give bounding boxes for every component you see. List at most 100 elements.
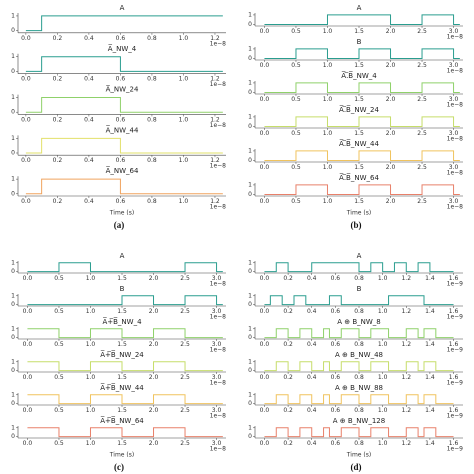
x-offset-label: 1e−8 bbox=[447, 102, 464, 109]
x-tick-label: 0.5 bbox=[291, 130, 301, 137]
x-tick-label: 0.8 bbox=[147, 116, 157, 123]
x-tick-label: 0.0 bbox=[260, 341, 270, 348]
subplot-title: A ⊕ B_NW_8 bbox=[337, 318, 381, 326]
x-tick-label: 0.0 bbox=[21, 198, 31, 205]
y-tick-label: 1 bbox=[11, 135, 15, 142]
waveform bbox=[264, 48, 460, 60]
x-tick-label: 2.0 bbox=[149, 407, 159, 414]
x-offset-label: 1e−8 bbox=[210, 413, 227, 420]
y-tick-label: 1 bbox=[11, 12, 15, 19]
x-tick-label: 0.0 bbox=[260, 440, 270, 447]
waveform bbox=[27, 394, 223, 405]
y-tick-label: 0 bbox=[11, 150, 15, 157]
x-tick-label: 0.5 bbox=[54, 374, 64, 381]
x-tick-label: 0.8 bbox=[354, 341, 364, 348]
x-tick-label: 0.0 bbox=[23, 275, 33, 282]
waveform bbox=[27, 361, 223, 372]
y-tick-label: 1 bbox=[11, 259, 15, 266]
waveform bbox=[25, 15, 223, 32]
x-tick-label: 1.0 bbox=[323, 28, 333, 35]
x-tick-label: 0.8 bbox=[354, 374, 364, 381]
y-tick-label: 0 bbox=[248, 367, 252, 374]
x-tick-label: 1.0 bbox=[323, 130, 333, 137]
x-tick-label: 0.6 bbox=[116, 198, 126, 205]
x-tick-label: 2.0 bbox=[386, 130, 396, 137]
x-tick-label: 0.4 bbox=[84, 76, 94, 83]
x-tick-label: 2.0 bbox=[149, 341, 159, 348]
x-tick-label: 1.2 bbox=[401, 440, 411, 447]
x-offset-label: 1e−9 bbox=[447, 413, 464, 420]
x-offset-label: 1e−8 bbox=[210, 446, 227, 453]
x-tick-label: 1.6 bbox=[449, 308, 459, 315]
y-tick-label: 0 bbox=[11, 334, 15, 341]
x-tick-label: 1.0 bbox=[378, 407, 388, 414]
panel-caption: (c) bbox=[114, 462, 124, 472]
x-tick-label: 0.8 bbox=[147, 198, 157, 205]
waveform bbox=[264, 295, 454, 306]
x-tick-label: 1.0 bbox=[86, 308, 96, 315]
x-tick-label: 1.0 bbox=[179, 157, 189, 164]
x-tick-label: 1.2 bbox=[401, 341, 411, 348]
x-tick-label: 1.2 bbox=[401, 374, 411, 381]
x-tick-label: 0.4 bbox=[84, 116, 94, 123]
subplot-title: A̅_NW_44 bbox=[106, 125, 139, 134]
x-tick-label: 0.4 bbox=[84, 35, 94, 42]
x-tick-label: 2.5 bbox=[417, 198, 427, 205]
x-tick-label: 1.0 bbox=[179, 76, 189, 83]
waveform bbox=[264, 184, 460, 196]
x-tick-label: 3.0 bbox=[449, 28, 459, 35]
x-tick-label: 1.2 bbox=[210, 116, 220, 123]
y-tick-label: 0 bbox=[11, 367, 15, 374]
x-tick-label: 0.5 bbox=[54, 275, 64, 282]
y-tick-label: 0 bbox=[248, 55, 252, 62]
subplot-title: B bbox=[357, 285, 362, 293]
y-tick-label: 1 bbox=[248, 147, 252, 154]
y-tick-label: 1 bbox=[11, 292, 15, 299]
x-tick-label: 0.8 bbox=[147, 157, 157, 164]
x-tick-label: 0.6 bbox=[331, 407, 341, 414]
x-tick-label: 2.5 bbox=[180, 341, 190, 348]
x-tick-label: 1.0 bbox=[323, 198, 333, 205]
x-tick-label: 0.0 bbox=[260, 96, 270, 103]
waveform bbox=[264, 394, 454, 405]
x-tick-label: 0.5 bbox=[54, 407, 64, 414]
x-offset-label: 1e−8 bbox=[210, 81, 227, 88]
x-offset-label: 1e−8 bbox=[210, 40, 227, 47]
y-tick-label: 0 bbox=[248, 157, 252, 164]
x-tick-label: 0.6 bbox=[116, 157, 126, 164]
y-tick-label: 0 bbox=[11, 68, 15, 75]
x-tick-label: 1.6 bbox=[449, 341, 459, 348]
x-tick-label: 1.0 bbox=[86, 374, 96, 381]
x-offset-label: 1e−8 bbox=[210, 347, 227, 354]
x-tick-label: 0.2 bbox=[53, 35, 63, 42]
x-tick-label: 3.0 bbox=[449, 96, 459, 103]
y-tick-label: 0 bbox=[11, 400, 15, 407]
y-tick-label: 1 bbox=[11, 325, 15, 332]
subplot-title: A ⊕ B_NW_48 bbox=[335, 351, 383, 359]
x-tick-label: 0.5 bbox=[291, 28, 301, 35]
x-tick-label: 0.4 bbox=[84, 198, 94, 205]
x-tick-label: 1.2 bbox=[210, 76, 220, 83]
x-tick-label: 1.0 bbox=[179, 198, 189, 205]
x-tick-label: 0.5 bbox=[291, 198, 301, 205]
x-tick-label: 2.5 bbox=[417, 62, 427, 69]
x-tick-label: 0.2 bbox=[283, 374, 293, 381]
x-tick-label: 1.5 bbox=[354, 62, 364, 69]
x-tick-label: 2.0 bbox=[386, 62, 396, 69]
waveform bbox=[25, 56, 223, 72]
x-offset-label: 1e−8 bbox=[210, 204, 227, 211]
y-tick-label: 1 bbox=[11, 358, 15, 365]
y-tick-label: 0 bbox=[248, 400, 252, 407]
x-tick-label: 0.0 bbox=[260, 198, 270, 205]
y-tick-label: 1 bbox=[248, 358, 252, 365]
x-tick-label: 2.5 bbox=[180, 308, 190, 315]
x-tick-label: 2.5 bbox=[180, 374, 190, 381]
x-offset-label: 1e−8 bbox=[447, 204, 464, 211]
y-tick-label: 0 bbox=[11, 301, 15, 308]
x-tick-label: 0.4 bbox=[307, 407, 317, 414]
x-offset-label: 1e−8 bbox=[447, 34, 464, 41]
waveform bbox=[25, 97, 223, 113]
x-offset-label: 1e−9 bbox=[447, 347, 464, 354]
x-tick-label: 3.0 bbox=[212, 440, 222, 447]
